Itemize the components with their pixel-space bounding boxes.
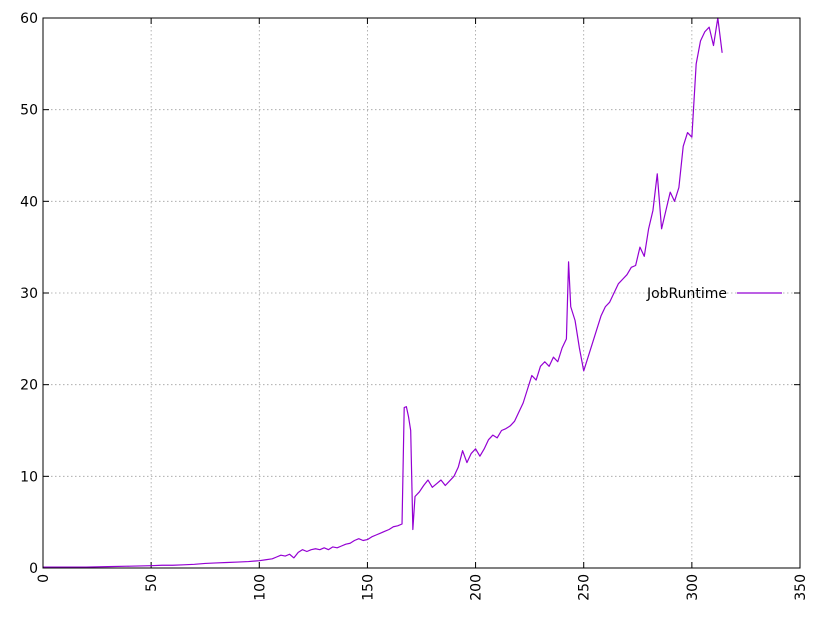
plot-frame: [42, 17, 801, 569]
y-tick-label: 20: [20, 378, 38, 394]
y-tick-label: 40: [20, 194, 38, 210]
y-tick-label: 50: [20, 103, 38, 119]
y-tick-label: 10: [20, 469, 38, 485]
series-line-jobruntime: [43, 17, 723, 568]
x-tick-label: 200: [469, 574, 485, 601]
x-tick-label: 0: [36, 574, 52, 583]
x-tick-label: 150: [360, 574, 376, 601]
x-tick-label: 50: [144, 574, 160, 592]
x-tick-label: 250: [577, 574, 593, 601]
y-tick-label: 60: [20, 11, 38, 27]
legend-label: JobRuntime: [646, 286, 727, 302]
tick-labels: 0 50 100 150 200 250 300 350 0 10 20 30 40 50 60: [20, 11, 809, 601]
y-tick-label: 0: [29, 561, 38, 577]
x-tick-label: 100: [252, 574, 268, 601]
legend: JobRuntime: [646, 286, 782, 302]
x-tick-label: 350: [793, 574, 809, 601]
series-lines: [43, 17, 723, 568]
y-tick-label: 30: [20, 286, 38, 302]
x-tick-label: 300: [685, 574, 701, 601]
